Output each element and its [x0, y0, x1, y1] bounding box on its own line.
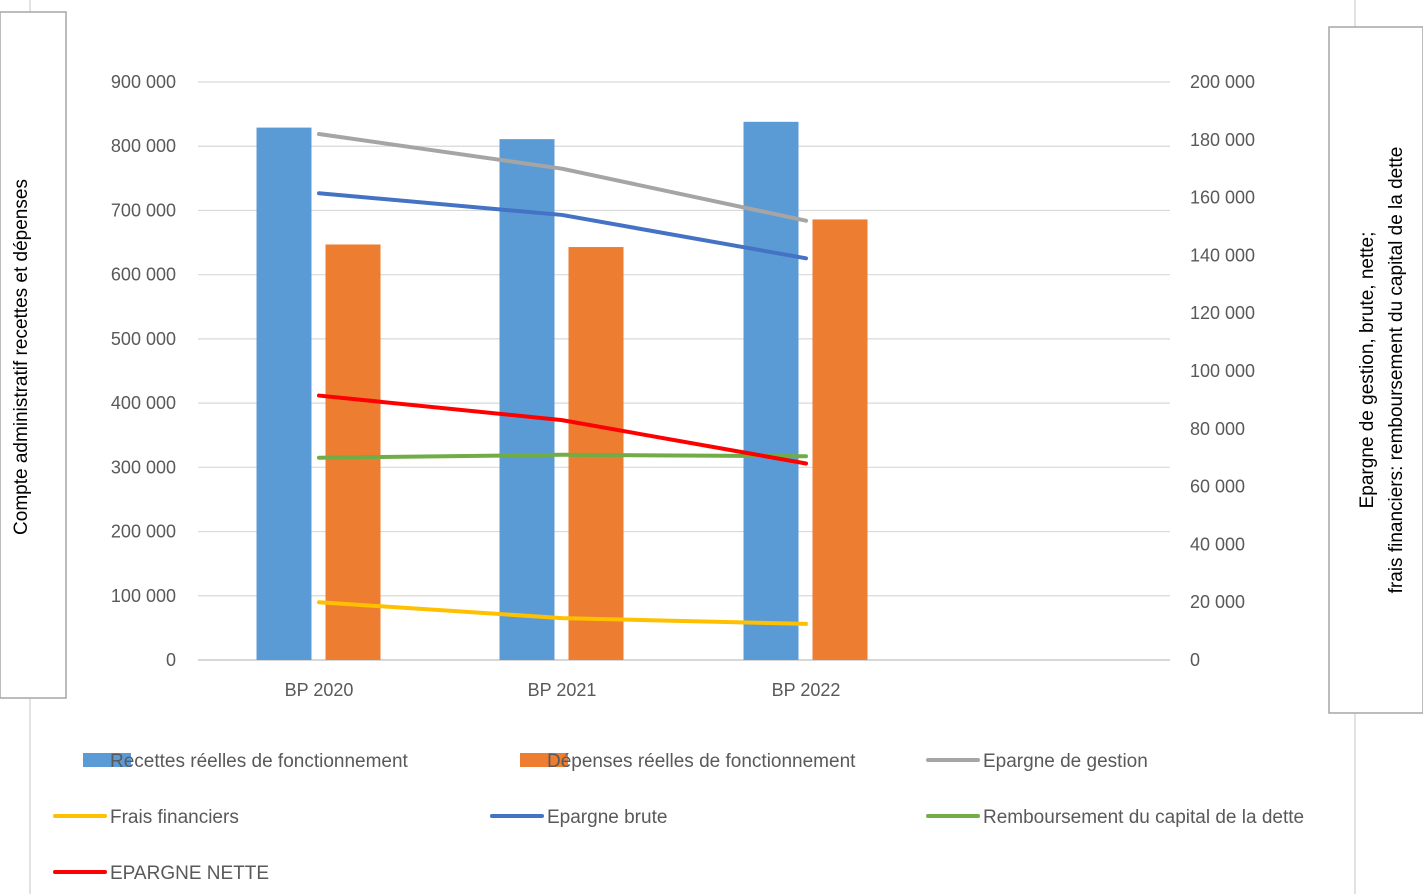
legend-label: Epargne brute: [547, 807, 667, 828]
bar-recettes-1: [499, 139, 555, 660]
right-axis-title-line-1: Epargne de gestion, brute, nette;: [1357, 232, 1378, 509]
right-tick-label: 180 000: [1190, 130, 1255, 150]
category-label: BP 2021: [528, 680, 597, 700]
legend-item-epargne-brute: Epargne brute: [490, 807, 667, 828]
left-axis-title: Compte administratif recettes et dépense…: [11, 179, 32, 535]
left-tick-label: 400 000: [111, 393, 176, 413]
legend-item-recettes-reelles-de-fonctionnement: Recettes réelles de fonctionnement: [83, 751, 409, 772]
line-epargne-brute: [317, 191, 808, 261]
left-tick-label: 900 000: [111, 72, 176, 92]
left-tick-label: 0: [166, 650, 176, 670]
category-label: BP 2020: [285, 680, 354, 700]
right-tick-label: 100 000: [1190, 361, 1255, 381]
legend-swatch: [520, 753, 568, 767]
category-label: BP 2022: [772, 680, 841, 700]
left-tick-label: 300 000: [111, 457, 176, 477]
legend-item-epargne-de-gestion: Epargne de gestion: [926, 751, 1148, 772]
bar-series: [256, 121, 868, 661]
legend-item-depenses-reelles-de-fonctionnement: Dépenses réelles de fonctionnement: [520, 751, 856, 772]
legend-label: Frais financiers: [110, 807, 239, 828]
right-axis-title-line-2: frais financiers: remboursement du capit…: [1386, 147, 1407, 594]
left-tick-label: 700 000: [111, 200, 176, 220]
left-tick-label: 200 000: [111, 522, 176, 542]
left-tick-label: 600 000: [111, 265, 176, 285]
line-epargne-de-gestion: [317, 132, 808, 223]
left-tick-label: 100 000: [111, 586, 176, 606]
bar-depenses-0: [325, 244, 381, 660]
line-epargne-nette: [317, 393, 808, 466]
right-tick-label: 60 000: [1190, 477, 1245, 497]
left-axis-ticks: 0 100 000 200 000 300 000 400 000 500 000 600 …: [111, 72, 176, 670]
left-tick-label: 800 000: [111, 136, 176, 156]
legend-label: Recettes réelles de fonctionnement: [110, 751, 409, 772]
right-tick-label: 80 000: [1190, 419, 1245, 439]
legend-label: Dépenses réelles de fonctionnement: [547, 751, 856, 772]
line-series: [317, 132, 808, 626]
line-remboursement-du-capital-de-la-dette: [317, 452, 808, 460]
legend-swatch: [83, 753, 131, 767]
left-axis-title-box: [0, 11, 67, 699]
right-tick-label: 20 000: [1190, 592, 1245, 612]
right-axis-ticks: 0 20 000 40 000 60 000 80 000 100 000 120 000 1…: [1190, 72, 1255, 670]
legend: Recettes réelles de fonctionnement Dépens…: [53, 751, 1304, 884]
line-frais-financiers: [317, 600, 808, 626]
category-labels: BP 2020 BP 2021 BP 2022: [285, 680, 841, 700]
legend-label: Remboursement du capital de la dette: [983, 807, 1304, 828]
legend-item-frais-financiers: Frais financiers: [53, 807, 239, 828]
bar-recettes-0: [256, 127, 312, 660]
legend-label: Epargne de gestion: [983, 751, 1148, 772]
right-tick-label: 200 000: [1190, 72, 1255, 92]
bar-depenses-2: [812, 219, 868, 661]
right-tick-label: 40 000: [1190, 534, 1245, 554]
bar-recettes-2: [743, 121, 799, 661]
right-tick-label: 160 000: [1190, 188, 1255, 208]
left-tick-label: 500 000: [111, 329, 176, 349]
legend-label: EPARGNE NETTE: [110, 863, 269, 884]
right-tick-label: 140 000: [1190, 245, 1255, 265]
legend-item-epargne-nette: EPARGNE NETTE: [53, 863, 269, 884]
right-tick-label: 120 000: [1190, 303, 1255, 323]
right-tick-label: 0: [1190, 650, 1200, 670]
legend-item-remboursement-du-capital-de-la-dette: Remboursement du capital de la dette: [926, 807, 1304, 828]
right-axis-title-box: [1328, 26, 1423, 714]
